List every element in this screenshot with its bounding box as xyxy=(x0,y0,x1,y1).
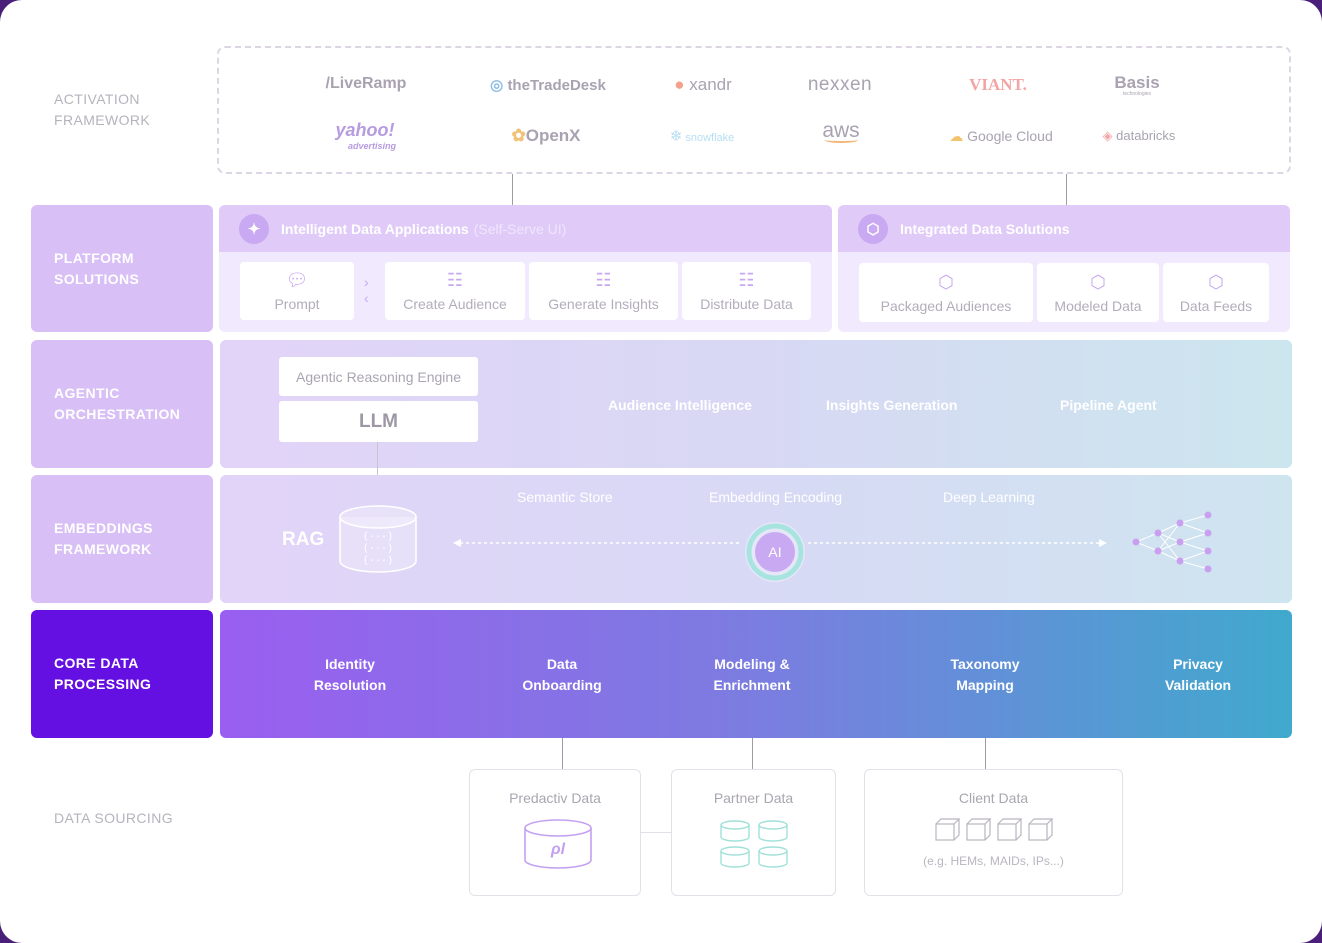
openx-icon: ✿ xyxy=(511,126,526,145)
intelligent-apps-title: Intelligent Data Applications xyxy=(281,220,469,237)
source-link-line xyxy=(641,832,671,833)
activation-partners-box xyxy=(217,46,1291,174)
connector-line xyxy=(512,174,513,205)
layer-label-agentic: AGENTIC ORCHESTRATION xyxy=(31,340,213,468)
client-data-label: Client Data xyxy=(958,790,1029,806)
sparkle-icon: ✦ xyxy=(239,213,269,244)
logo-xandr: ● xandr xyxy=(674,75,732,94)
partner-data-label: Partner Data xyxy=(713,790,794,806)
logo-aws: aws xyxy=(822,119,860,143)
connector-line xyxy=(562,738,563,769)
sliders-icon: ☷ xyxy=(446,270,464,290)
intelligent-apps-panel: ✦ Intelligent Data Applications (Self-Se… xyxy=(219,205,832,332)
connector-line xyxy=(985,738,986,769)
layer-label-sourcing: DATA SOURCING xyxy=(54,809,174,826)
svg-text:(···): (···) xyxy=(363,531,393,543)
deep-learning-label: Deep Learning xyxy=(943,489,1035,505)
logo-liveramp: /LiveRamp xyxy=(325,75,407,92)
ai-core-icon: AI xyxy=(745,522,805,582)
intelligent-apps-header: ✦ Intelligent Data Applications (Self-Se… xyxy=(219,205,832,252)
cube-icon: ⬡ xyxy=(858,213,888,244)
llm-box: LLM xyxy=(279,401,478,442)
layer-label-core: CORE DATA PROCESSING xyxy=(31,610,213,738)
databricks-icon: ◈ xyxy=(1102,128,1117,143)
logo-google-cloud: ☁ Google Cloud xyxy=(949,128,1053,144)
client-data-card: Client Data (e.g. HEMs, MAIDs, IPs...) xyxy=(864,769,1123,896)
snowflake-icon: ❄ xyxy=(669,128,683,145)
database-icon: (···) (···) (···) xyxy=(339,505,417,573)
svg-text:(···): (···) xyxy=(363,543,393,555)
xandr-dot-icon: ● xyxy=(674,75,690,94)
privacy-validation-step: Privacy Validation xyxy=(1164,656,1232,693)
packaged-audiences-card[interactable]: ⬡ Packaged Audiences xyxy=(859,263,1033,322)
distribute-data-card[interactable]: ☷ Distribute Data xyxy=(682,262,811,320)
agent-insights-generation: Insights Generation xyxy=(826,397,958,413)
semantic-store-label: Semantic Store xyxy=(517,489,613,505)
layer-label-activation: ACTIVATION FRAMEWORK xyxy=(54,91,151,128)
cloud-icon: ☁ xyxy=(949,128,968,144)
predactiv-database-icon: ρl xyxy=(524,819,592,869)
logo-thetradedesk: ◎ theTradeDesk xyxy=(490,77,606,94)
integrated-solutions-header: ⬡ Integrated Data Solutions xyxy=(838,205,1290,252)
aws-smile-icon xyxy=(823,137,858,143)
rag-label: RAG xyxy=(282,529,325,550)
chat-bubble-icon: 💬︎ xyxy=(285,270,309,290)
partner-databases-icon xyxy=(720,820,788,868)
embeddings-band xyxy=(220,475,1292,603)
tradedesk-icon: ◎ xyxy=(490,77,508,94)
predactiv-data-card: Predactiv Data ρl xyxy=(469,769,641,896)
embedding-encoding-label: Embedding Encoding xyxy=(709,489,843,505)
logo-viant: VIANT. xyxy=(969,75,1027,94)
logo-snowflake: ❄ snowflake xyxy=(669,128,735,145)
cube-icon: ⬡ xyxy=(1208,271,1224,292)
neural-network-icon xyxy=(1132,511,1212,573)
integrated-solutions-panel: ⬡ Integrated Data Solutions ⬡ Packaged A… xyxy=(838,205,1290,332)
cube-icon: ⬡ xyxy=(1090,271,1106,292)
sliders-icon: ☷ xyxy=(595,270,612,290)
logo-nexxen: nexxen xyxy=(807,74,873,95)
chevron-right-icon: › xyxy=(364,274,369,290)
prompt-card[interactable]: 💬︎ Prompt xyxy=(240,262,354,320)
agent-audience-intelligence: Audience Intelligence xyxy=(608,397,752,413)
partner-data-card: Partner Data xyxy=(671,769,836,896)
connector-line xyxy=(1066,174,1067,205)
svg-text:ρl: ρl xyxy=(550,841,566,858)
cube-icon: ⬡ xyxy=(938,271,954,292)
data-feeds-card[interactable]: ⬡ Data Feeds xyxy=(1163,263,1269,322)
intelligent-apps-subtitle: (Self-Serve UI) xyxy=(473,220,567,237)
client-boxes-icon xyxy=(935,818,1054,841)
llm-rag-connector xyxy=(377,442,378,504)
logo-openx: ✿OpenX xyxy=(511,126,581,145)
agent-pipeline: Pipeline Agent xyxy=(1060,397,1157,413)
svg-text:(···): (···) xyxy=(363,555,393,567)
logo-databricks: ◈ databricks xyxy=(1102,128,1176,143)
chevron-left-icon: ‹ xyxy=(364,290,369,306)
client-data-note: (e.g. HEMs, MAIDs, IPs...) xyxy=(923,854,1064,868)
modeling-enrichment-step: Modeling & Enrichment xyxy=(713,656,791,693)
connector-line xyxy=(752,738,753,769)
core-data-processing-band xyxy=(220,610,1292,738)
taxonomy-mapping-step: Taxonomy Mapping xyxy=(950,656,1020,693)
identity-resolution-step: Identity Resolution xyxy=(313,656,387,693)
sliders-icon: ☷ xyxy=(738,270,755,290)
predactiv-data-label: Predactiv Data xyxy=(509,790,601,806)
agentic-reasoning-engine: Agentic Reasoning Engine xyxy=(279,357,478,396)
data-onboarding-step: Data Onboarding xyxy=(522,656,602,693)
integrated-solutions-title: Integrated Data Solutions xyxy=(900,220,1070,237)
logo-yahoo: yahoo! advertising xyxy=(335,120,397,151)
layer-label-embeddings: EMBEDDINGS FRAMEWORK xyxy=(31,475,213,603)
svg-text:AI: AI xyxy=(768,544,781,560)
layer-label-platform: PLATFORM SOLUTIONS xyxy=(31,205,213,332)
logo-basis: Basis technologies xyxy=(1114,73,1160,97)
generate-insights-card[interactable]: ☷ Generate Insights xyxy=(529,262,678,320)
modeled-data-card[interactable]: ⬡ Modeled Data xyxy=(1037,263,1159,322)
embedding-flow-arrow xyxy=(453,539,1107,547)
create-audience-card[interactable]: ☷ Create Audience xyxy=(385,262,525,320)
